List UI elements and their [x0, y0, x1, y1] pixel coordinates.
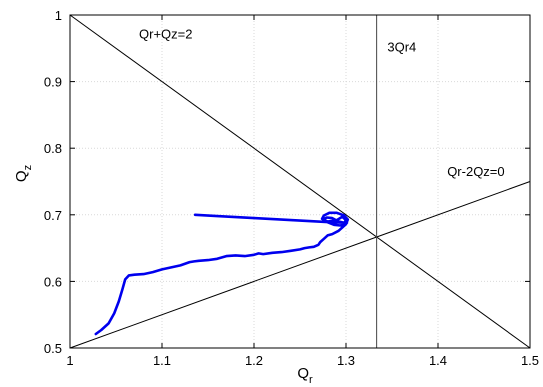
y-tick-label: 0.8 — [44, 141, 62, 156]
x-tick-label: 1 — [66, 353, 73, 368]
y-tick-label: 0.6 — [44, 274, 62, 289]
y-tick-label: 0.5 — [44, 341, 62, 356]
x-tick-label: 1.4 — [429, 353, 447, 368]
axis-ticks: 1 1.1 1.2 1.3 1.4 1.5 0.5 0.6 0.7 0.8 0.9 1 — [44, 8, 539, 368]
y-tick-label: 0.9 — [44, 75, 62, 90]
annotation-label: Qr+Qz=2 — [139, 26, 192, 41]
x-tick-label: 1.5 — [521, 353, 539, 368]
plot-frame — [69, 14, 531, 349]
annotation-label: 3Qr4 — [387, 40, 416, 55]
reference-line — [69, 181, 531, 349]
annotations: Qr+Qz=2 3Qr4 Qr-2Qz=0 — [139, 26, 505, 179]
data-series — [94, 211, 350, 336]
reference-lines — [69, 14, 531, 349]
reference-line — [69, 14, 531, 349]
y-tick-label: 1 — [55, 8, 62, 23]
x-tick-label: 1.3 — [337, 353, 355, 368]
x-axis-label: Qr — [297, 365, 313, 386]
x-tick-label: 1.1 — [153, 353, 171, 368]
y-axis-label: Qz — [13, 165, 34, 182]
y-tick-label: 0.7 — [44, 208, 62, 223]
annotation-label: Qr-2Qz=0 — [447, 164, 504, 179]
series-line — [94, 211, 350, 336]
x-tick-label: 1.2 — [245, 353, 263, 368]
